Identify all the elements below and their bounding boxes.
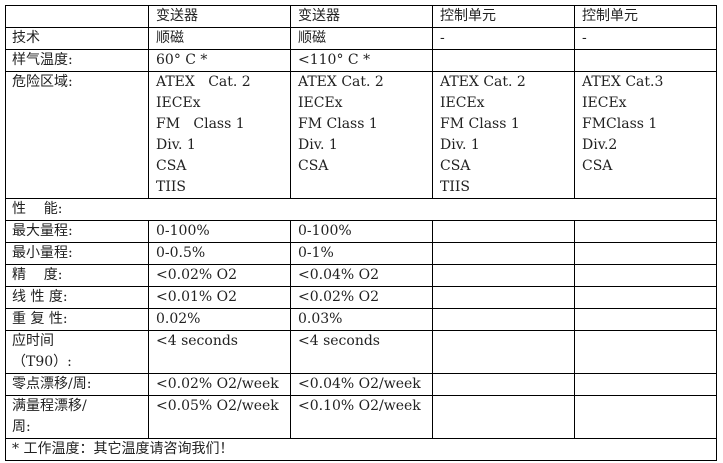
table-cell: <0.04% O2 [290, 264, 433, 287]
table-cell [432, 264, 575, 287]
table-cell [432, 330, 575, 374]
table-cell: <0.01% O2 [148, 286, 291, 309]
table-cell: <4 seconds [290, 330, 433, 374]
table-cell [574, 373, 717, 396]
row-label: 样气温度: [5, 49, 149, 72]
table-cell [432, 308, 575, 331]
header-cell: 控制单元 [574, 5, 717, 28]
table-cell [574, 242, 717, 265]
row-label: 危险区域: [5, 71, 149, 199]
table-row: 应时间 （T90）: <4 seconds <4 seconds [5, 330, 717, 374]
table-row: 重 复 性: 0.02% 0.03% [5, 308, 717, 331]
table-cell: ATEX Cat. 2 IECEx FM Class 1 Div. 1 CSA [290, 71, 433, 199]
table-cell [574, 264, 717, 287]
table-cell [432, 373, 575, 396]
header-corner-cell [5, 5, 149, 28]
header-cell: 变送器 [148, 5, 291, 28]
table-cell: 0-0.5% [148, 242, 291, 265]
table-row: 危险区域: ATEX Cat. 2 IECEx FM Class 1 Div. 1… [5, 71, 717, 199]
table-cell: 60° C * [148, 49, 291, 72]
footnote-row: * 工作温度：其它温度请咨询我们！ [5, 438, 717, 461]
table-cell [574, 330, 717, 374]
header-cell: 控制单元 [432, 5, 575, 28]
table-cell: 0-100% [148, 220, 291, 243]
table-cell [432, 286, 575, 309]
row-label: 应时间 （T90）: [5, 330, 149, 374]
table-cell: 0-1% [290, 242, 433, 265]
table-cell [574, 395, 717, 439]
table-row: 最小量程: 0-0.5% 0-1% [5, 242, 717, 265]
table-cell: ATEX Cat. 2 IECEx FM Class 1 Div. 1 CSA … [432, 71, 575, 199]
table-cell: - [432, 27, 575, 50]
table-cell: ATEX Cat. 2 IECEx FM Class 1 Div. 1 CSA … [148, 71, 291, 199]
table-cell: 0.02% [148, 308, 291, 331]
row-label: 最大量程: [5, 220, 149, 243]
row-label: 满量程漂移/ 周: [5, 395, 149, 439]
table-cell: ATEX Cat.3 IECEx FMClass 1 Div.2 CSA [574, 71, 717, 199]
table-cell [574, 49, 717, 72]
table-cell: 顺磁 [290, 27, 433, 50]
row-label: 重 复 性: [5, 308, 149, 331]
footnote: * 工作温度：其它温度请咨询我们！ [5, 438, 717, 461]
header-row: 变送器 变送器 控制单元 控制单元 [5, 5, 717, 28]
table-row: 精 度: <0.02% O2 <0.04% O2 [5, 264, 717, 287]
section-label: 性 能: [5, 198, 717, 221]
table-cell: 顺磁 [148, 27, 291, 50]
table-cell [432, 220, 575, 243]
row-label: 精 度: [5, 264, 149, 287]
table-cell [574, 308, 717, 331]
table-cell [432, 242, 575, 265]
table-cell: 0.03% [290, 308, 433, 331]
table-row: 技术 顺磁 顺磁 - - [5, 27, 717, 50]
row-label: 技术 [5, 27, 149, 50]
table-cell [432, 395, 575, 439]
table-cell: <0.05% O2/week [148, 395, 291, 439]
table-row: 零点漂移/周: <0.02% O2/week <0.04% O2/week [5, 373, 717, 396]
table-cell: <0.10% O2/week [290, 395, 433, 439]
table-cell [574, 286, 717, 309]
row-label: 零点漂移/周: [5, 373, 149, 396]
table-cell: <0.04% O2/week [290, 373, 433, 396]
table-row: 满量程漂移/ 周: <0.05% O2/week <0.10% O2/week [5, 395, 717, 439]
table-row: 线 性 度: <0.01% O2 <0.02% O2 [5, 286, 717, 309]
table-row: 样气温度: 60° C * <110° C * [5, 49, 717, 72]
header-cell: 变送器 [290, 5, 433, 28]
table-cell: <110° C * [290, 49, 433, 72]
section-row: 性 能: [5, 198, 717, 221]
table-row: 最大量程: 0-100% 0-100% [5, 220, 717, 243]
table-cell: <0.02% O2 [290, 286, 433, 309]
table-cell: - [574, 27, 717, 50]
table-cell [574, 220, 717, 243]
row-label: 线 性 度: [5, 286, 149, 309]
row-label: 最小量程: [5, 242, 149, 265]
table-cell: <0.02% O2 [148, 264, 291, 287]
spec-table: 变送器 变送器 控制单元 控制单元 技术 顺磁 顺磁 - - 样气温度: 60° C * <110° … [5, 5, 717, 461]
table-cell [432, 49, 575, 72]
table-cell: 0-100% [290, 220, 433, 243]
table-cell: <0.02% O2/week [148, 373, 291, 396]
table-cell: <4 seconds [148, 330, 291, 374]
